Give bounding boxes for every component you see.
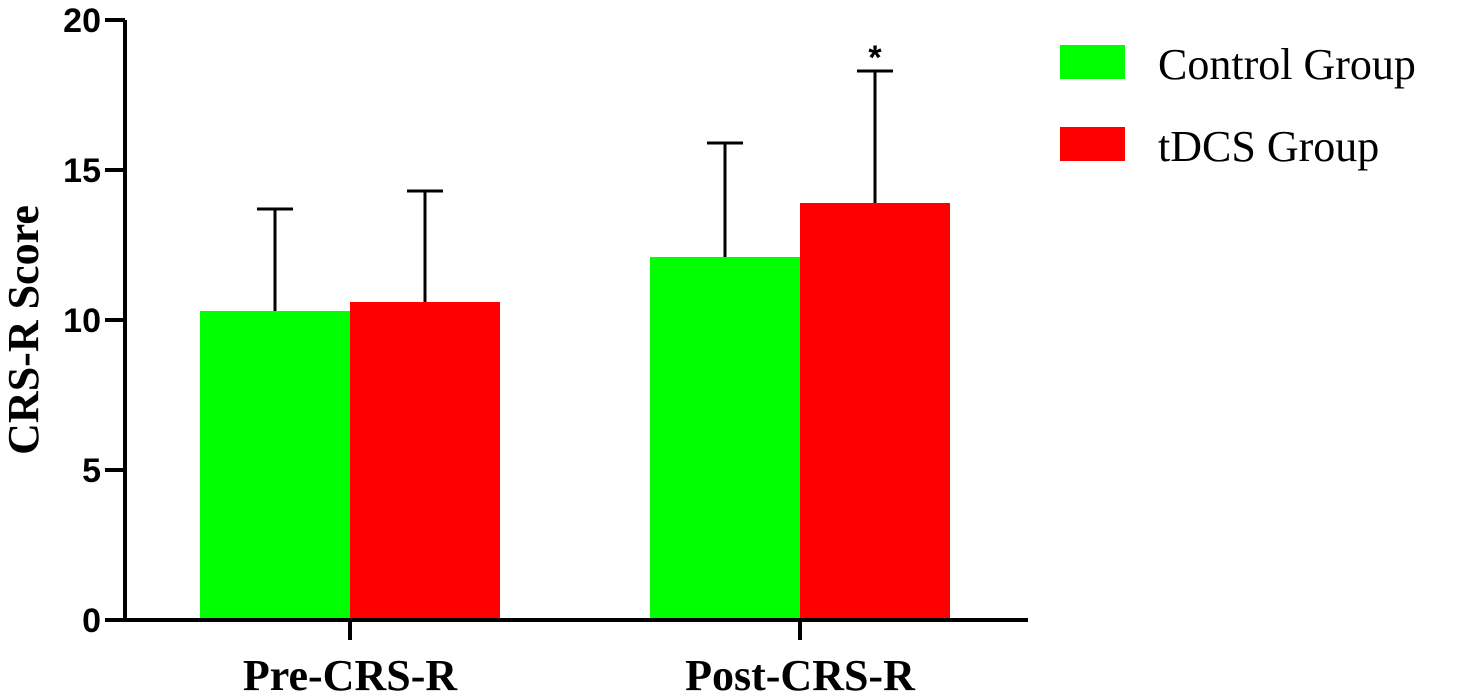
bar-control-group-pre-crs-r: [200, 311, 350, 620]
error-bar-control-group-post-crs-r: [707, 141, 743, 257]
labels-layer: * 0 5 10 15 20 Pre-CRS-R Post-CRS-R: [63, 2, 916, 694]
x-tick-label: Post-CRS-R: [685, 651, 916, 694]
y-tick-label: 20: [63, 2, 101, 40]
error-bar-tdcs-group-post-crs-r: [857, 69, 893, 203]
error-bar-tdcs-group-pre-crs-r: [407, 189, 443, 302]
legend-swatch: [1060, 127, 1125, 161]
y-tick-label: 15: [63, 152, 101, 190]
error-bar-control-group-pre-crs-r: [257, 207, 293, 311]
y-axis-title: CRS-R Score: [0, 205, 48, 455]
legend-item: Control Group: [1060, 40, 1416, 89]
axes-layer: [105, 18, 1028, 640]
error-bars-layer: [257, 69, 893, 311]
legend-item: tDCS Group: [1060, 122, 1379, 171]
bars-layer: [200, 203, 950, 620]
bar-tdcs-group-pre-crs-r: [350, 302, 500, 620]
bar-control-group-post-crs-r: [650, 257, 800, 620]
legend-label: Control Group: [1158, 40, 1416, 89]
y-tick-label: 10: [63, 302, 101, 340]
legend: Control Group tDCS Group: [1060, 40, 1416, 171]
bar-tdcs-group-post-crs-r: [800, 203, 950, 620]
x-tick-label: Pre-CRS-R: [243, 651, 458, 694]
significance-annotation: *: [868, 39, 882, 77]
y-tick-label: 0: [82, 602, 101, 640]
y-tick-label: 5: [82, 452, 101, 490]
legend-swatch: [1060, 45, 1125, 79]
legend-label: tDCS Group: [1158, 122, 1379, 171]
